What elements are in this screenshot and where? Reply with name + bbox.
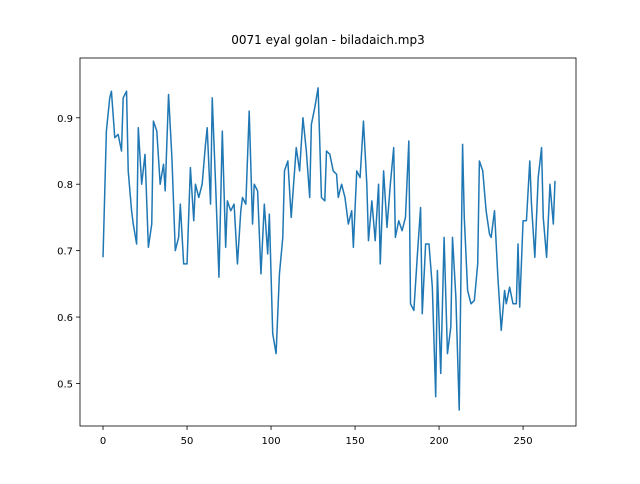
- x-tick-label: 150: [346, 436, 365, 447]
- plot-frame: [79, 57, 577, 427]
- x-tick-label: 50: [181, 436, 194, 447]
- data-line: [102, 87, 556, 411]
- x-tick-label: 250: [514, 436, 533, 447]
- y-tick-label: 0.6: [57, 313, 73, 324]
- x-tick-label: 200: [430, 436, 449, 447]
- y-tick-label: 0.8: [57, 180, 73, 191]
- y-tick-label: 0.7: [57, 247, 73, 258]
- x-tick-label: 0: [100, 436, 106, 447]
- y-tick-label: 0.9: [57, 114, 73, 125]
- chart-title: 0071 eyal golan - biladaich.mp3: [231, 33, 424, 47]
- y-tick-label: 0.5: [57, 379, 73, 390]
- x-tick-label: 100: [261, 436, 280, 447]
